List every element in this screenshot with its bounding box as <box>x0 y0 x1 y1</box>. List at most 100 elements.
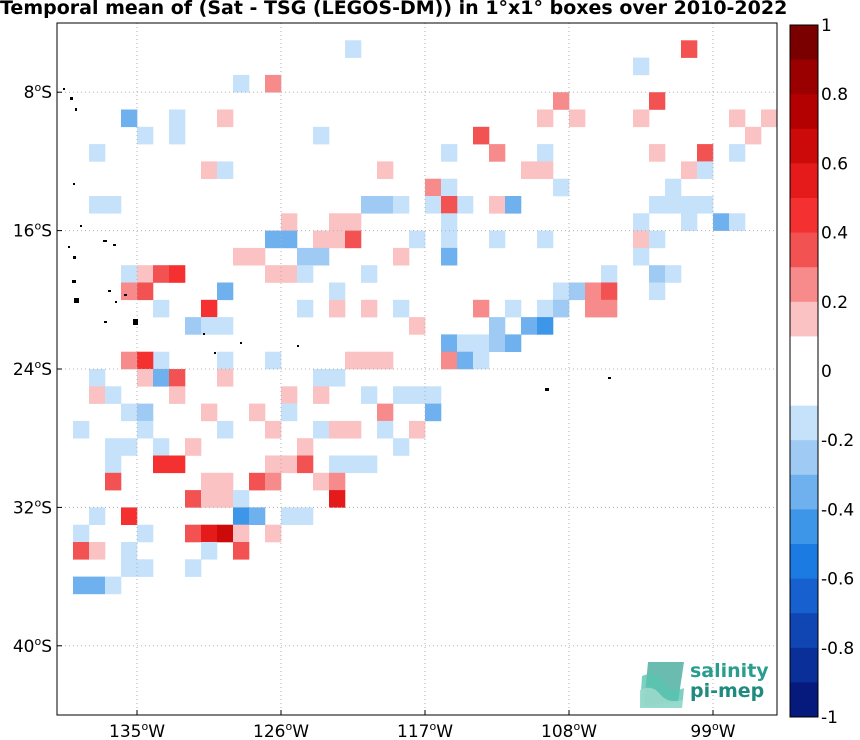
heatmap-cell <box>489 334 506 352</box>
heatmap-cell <box>217 420 234 439</box>
heatmap-cell <box>153 369 170 387</box>
colorbar-segment <box>790 371 818 406</box>
heatmap-cell <box>313 369 330 387</box>
heatmap-cell <box>585 282 602 301</box>
heatmap-cell <box>521 317 538 335</box>
heatmap-cell <box>425 386 442 404</box>
heatmap-cell <box>249 247 266 266</box>
heatmap-cell <box>489 317 506 335</box>
heatmap-cell <box>265 472 282 491</box>
heatmap-cell <box>457 334 474 352</box>
colorbar-segment <box>790 613 818 649</box>
heatmap-cell <box>185 317 202 335</box>
heatmap-cell <box>121 507 138 525</box>
heatmap-cell <box>537 230 554 249</box>
heatmap-cell <box>505 299 522 318</box>
heatmap-cell <box>553 282 570 301</box>
heatmap-cell <box>201 524 218 543</box>
heatmap-cell <box>137 351 154 370</box>
heatmap-cell <box>681 213 698 231</box>
heatmap-cell <box>137 559 154 577</box>
heatmap-cell <box>137 403 154 422</box>
heatmap-cell <box>297 247 314 266</box>
heatmap-cell <box>121 542 138 560</box>
heatmap-cell <box>553 178 570 197</box>
heatmap-cell <box>153 265 170 283</box>
salinity-pi-mep-logo: salinity pi-mep <box>638 660 769 710</box>
heatmap-cell <box>649 92 666 110</box>
heatmap-cell <box>377 196 394 214</box>
heatmap-cell <box>537 317 554 335</box>
heatmap-cell <box>169 109 186 128</box>
heatmap-cell <box>281 230 298 249</box>
heatmap-cell <box>137 369 154 387</box>
heatmap-cell <box>489 230 506 249</box>
heatmap-cell <box>521 161 538 179</box>
heatmap-cell <box>185 490 202 508</box>
heatmap-cell <box>633 57 650 76</box>
heatmap-cell <box>265 351 282 370</box>
heatmap-cell <box>201 299 218 318</box>
heatmap-cell <box>473 334 490 352</box>
heatmap-cell <box>89 144 106 162</box>
heatmap-cell <box>377 351 394 370</box>
heatmap-cell <box>361 455 378 474</box>
heatmap-cell <box>169 369 186 387</box>
heatmap-cell <box>233 490 250 508</box>
heatmap-cell <box>265 455 282 474</box>
heatmap-cell <box>633 109 650 128</box>
heatmap-cell <box>361 196 378 214</box>
heatmap-cell <box>329 299 346 318</box>
heatmap-cell <box>137 265 154 283</box>
heatmap-cell <box>201 161 218 179</box>
logo-wave-icon <box>640 662 684 708</box>
heatmap-cell <box>169 455 186 474</box>
heatmap-cell <box>505 196 522 214</box>
heatmap-cell <box>649 265 666 283</box>
colorbar-segment <box>790 232 818 268</box>
heatmap-cell <box>393 196 410 214</box>
heatmap-cells <box>73 40 778 595</box>
heatmap-cell <box>105 386 122 404</box>
heatmap-cell <box>441 334 458 352</box>
y-tick-label: 32oS <box>13 496 52 518</box>
heatmap-cell <box>281 455 298 474</box>
heatmap-cell <box>441 178 458 197</box>
heatmap-cell <box>601 265 618 283</box>
heatmap-cell <box>137 126 154 145</box>
heatmap-cell <box>105 455 122 474</box>
heatmap-cell <box>73 542 90 560</box>
heatmap-cell <box>281 403 298 422</box>
heatmap-cell <box>185 438 202 456</box>
colorbar-segment <box>790 25 818 60</box>
heatmap-cell <box>89 196 106 214</box>
heatmap-cell <box>345 455 362 474</box>
heatmap-cell <box>329 213 346 231</box>
heatmap-cell <box>313 247 330 266</box>
heatmap-cell <box>665 178 682 197</box>
colorbar-segment <box>790 474 818 510</box>
heatmap-cell <box>601 282 618 301</box>
heatmap-cell <box>697 144 714 162</box>
heatmap-cell <box>441 213 458 231</box>
heatmap-cell <box>681 196 698 214</box>
heatmap-cell <box>537 109 554 128</box>
heatmap-cell <box>185 524 202 543</box>
heatmap-cell <box>217 472 234 491</box>
heatmap-cell <box>201 472 218 491</box>
heatmap-cell <box>713 213 730 231</box>
heatmap-cell <box>217 369 234 387</box>
colorbar-segment <box>790 336 818 372</box>
heatmap-cell <box>233 247 250 266</box>
heatmap-cell <box>313 386 330 404</box>
colorbar-tick-label: 0.8 <box>821 85 848 105</box>
heatmap-cell <box>505 334 522 352</box>
longitude-tick-labels: 135oW 126oW 117oW 108oW 99oW <box>109 710 736 740</box>
heatmap-cell <box>729 213 746 231</box>
x-tick-label: 126oW <box>253 720 309 740</box>
y-tick-label: 24oS <box>13 358 52 380</box>
heatmap-cell <box>393 438 410 456</box>
heatmap-cell <box>201 403 218 422</box>
heatmap-cell <box>217 109 234 128</box>
